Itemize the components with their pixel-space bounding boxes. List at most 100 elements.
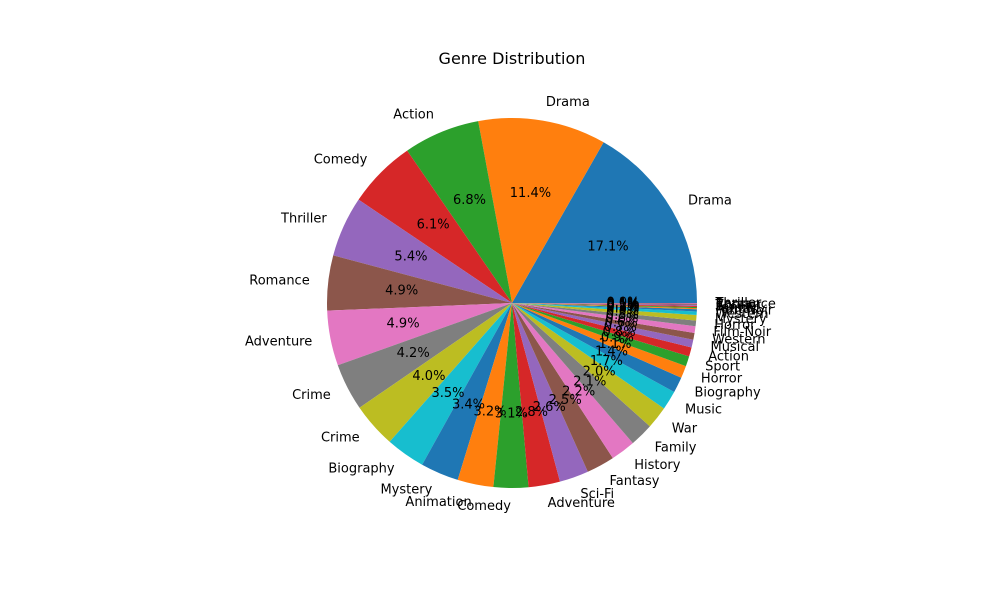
percent-label: 2.5%	[549, 393, 582, 408]
pie-slice	[512, 303, 613, 472]
pie-slice	[512, 303, 697, 307]
percent-label: 3.4%	[452, 398, 485, 413]
pie-slice	[512, 303, 697, 305]
slice-label: Animation	[405, 495, 471, 510]
pie-slice	[512, 303, 650, 444]
slice-label: Fantasy	[609, 474, 659, 489]
pie-slice	[512, 303, 697, 306]
slice-label: Thriller	[280, 211, 327, 226]
pie-slice	[512, 303, 697, 321]
slice-label: Action	[393, 108, 434, 123]
slice-label: Biography	[328, 462, 395, 477]
percent-label: 1.1%	[598, 337, 631, 352]
percent-label: 5.4%	[394, 250, 427, 265]
slice-label: Comedy	[314, 152, 368, 167]
slice-label: Family	[655, 441, 697, 456]
percent-label: 0.8%	[603, 325, 636, 340]
pie-slice	[512, 303, 696, 334]
percent-label: 0.2%	[606, 300, 639, 315]
pie-slice	[327, 303, 512, 366]
slice-label: Horror	[714, 318, 756, 333]
slice-label: Sci-Fi	[715, 299, 749, 314]
percent-label: 4.2%	[397, 346, 430, 361]
pie-slice	[337, 303, 512, 408]
percent-label: 3.1%	[495, 406, 528, 421]
pie-slice	[512, 303, 686, 378]
percent-label: 4.0%	[412, 369, 445, 384]
slice-label: Horror	[701, 371, 743, 386]
pie-slice	[407, 121, 512, 303]
slice-label: Fantasy	[715, 302, 765, 317]
pie-slice	[389, 303, 512, 465]
pie-slice	[512, 303, 697, 312]
pie-slice	[512, 303, 675, 409]
slice-label: Sci-Fi	[580, 487, 614, 502]
pie-slice	[359, 303, 512, 442]
slice-label: Adventure	[245, 334, 312, 349]
slice-label: Action	[708, 349, 749, 364]
pie-slice	[358, 150, 512, 303]
percent-label: 3.5%	[431, 386, 464, 401]
slice-label: Film-Noir	[713, 325, 771, 340]
slice-label: Romance	[715, 297, 775, 312]
pie-slice	[512, 303, 588, 482]
percent-labels: 17.1% 11.4% 6.8%6.1% 5.4% 4.9% 4.9% 4.2% 4.0% 3.…	[385, 186, 639, 421]
percent-label: 0.1%	[606, 296, 639, 311]
slice-label: Comedy	[457, 499, 511, 514]
percent-label: 0.7%	[604, 320, 637, 335]
pie-slice	[512, 303, 697, 309]
pie-slice	[512, 303, 690, 367]
percent-label: 2.2%	[562, 384, 595, 399]
slice-label: Mystery	[715, 312, 767, 327]
pie-slice	[512, 303, 697, 327]
percent-label: 3.2%	[474, 404, 507, 419]
percent-label: 0.6%	[605, 316, 638, 331]
pie-slice	[512, 303, 694, 348]
pie-slice	[512, 303, 697, 304]
slice-label: Thriller	[714, 296, 761, 311]
percent-label: 2.8%	[515, 405, 548, 420]
percent-label: 0.3%	[606, 302, 639, 317]
pie-slice	[333, 199, 512, 303]
percent-label: 0.0%	[606, 296, 639, 311]
pie-slice	[512, 303, 665, 427]
chart-title: Genre Distribution	[439, 49, 586, 68]
percent-label: 6.8%	[453, 193, 486, 208]
percent-label: 1.4%	[595, 345, 628, 360]
percent-label: 11.4%	[510, 186, 551, 201]
pie-slice	[512, 142, 697, 303]
pie-slices	[326, 118, 697, 488]
slice-label: Drama	[688, 193, 732, 208]
percent-label: 0.6%	[605, 312, 638, 327]
percent-label: 6.1%	[417, 217, 450, 232]
slice-label: Film-Noir	[715, 304, 773, 319]
slice-label: Family	[715, 301, 757, 316]
pie-slice	[512, 303, 560, 488]
slice-label: Biography	[694, 386, 761, 401]
percent-label: 17.1%	[587, 240, 628, 255]
percent-label: 4.9%	[387, 317, 420, 332]
pie-slice	[422, 303, 512, 480]
pie-slice	[512, 303, 682, 392]
slice-label: Mystery	[380, 483, 432, 498]
slice-label: Crime	[292, 388, 331, 403]
slice-label: Adventure	[548, 496, 615, 511]
pie-slice	[512, 303, 697, 310]
pie-slice	[512, 303, 692, 357]
slice-label: War	[672, 422, 698, 437]
percent-label: 0.1%	[606, 298, 639, 313]
slice-label: Music	[685, 403, 722, 418]
slice-label: Musical	[711, 340, 760, 355]
slice-label: Western	[715, 307, 768, 322]
pie-slice	[512, 303, 697, 315]
percent-label: 0.1%	[606, 299, 639, 314]
percent-label: 4.9%	[385, 283, 418, 298]
percent-label: 0.1%	[606, 298, 639, 313]
percent-label: 0.1%	[606, 297, 639, 312]
percent-label: 2.0%	[583, 364, 616, 379]
pie-slice	[457, 303, 512, 488]
percent-label: 2.6%	[533, 400, 566, 415]
